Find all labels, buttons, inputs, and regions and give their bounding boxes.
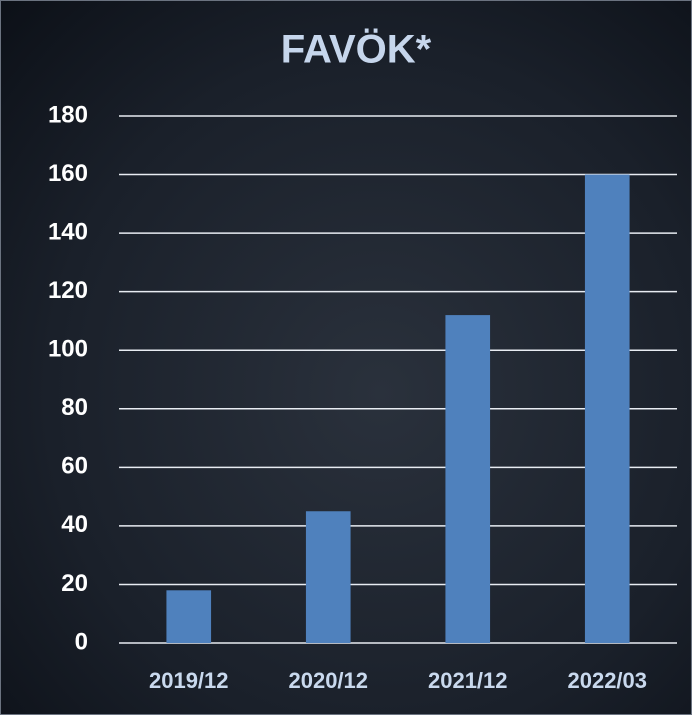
- x-tick-label: 2020/12: [288, 668, 368, 693]
- x-tick-label: 2021/12: [428, 668, 508, 693]
- y-tick-label: 80: [61, 394, 88, 421]
- bar: [166, 590, 211, 643]
- y-tick-label: 160: [48, 160, 88, 187]
- chart-title: FAVÖK*: [281, 27, 432, 72]
- bar: [306, 511, 351, 643]
- y-tick-label: 100: [48, 336, 88, 363]
- x-tick-label: 2022/03: [567, 668, 647, 693]
- x-tick-label: 2019/12: [149, 668, 229, 693]
- y-tick-label: 120: [48, 277, 88, 304]
- bar: [585, 175, 630, 643]
- y-tick-label: 60: [61, 453, 88, 480]
- page: FAVÖK* 0 20 40 60 80 100 120 140 160 180 2019/12 20…: [0, 0, 692, 715]
- y-tick-label: 180: [48, 101, 88, 128]
- chart: FAVÖK* 0 20 40 60 80 100 120 140 160 180 2019/12 20…: [0, 0, 692, 715]
- y-tick-label: 140: [48, 218, 88, 245]
- y-tick-label: 0: [75, 628, 88, 655]
- y-tick-label: 40: [61, 511, 88, 538]
- y-tick-label: 20: [61, 570, 88, 597]
- bar: [445, 315, 490, 643]
